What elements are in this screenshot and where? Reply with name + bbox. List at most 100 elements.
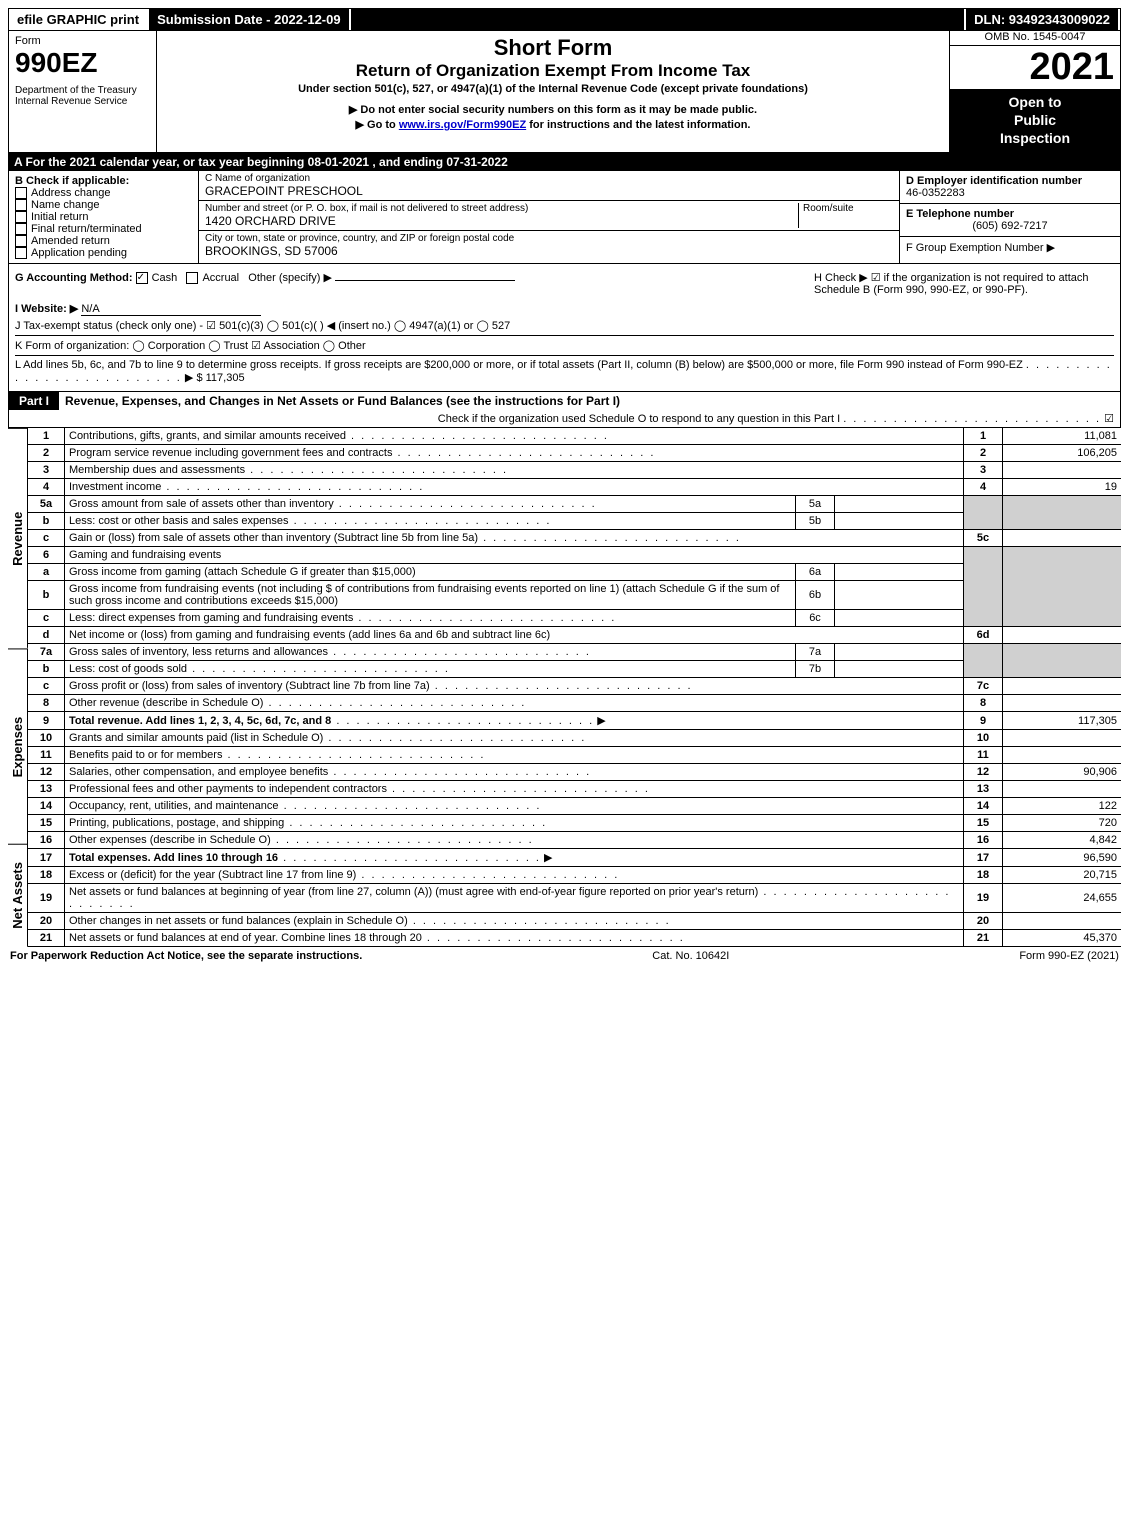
l20-desc: Other changes in net assets or fund bala… (69, 915, 408, 927)
line-18: 18 Excess or (deficit) for the year (Sub… (28, 867, 1121, 884)
check-cash[interactable] (136, 272, 148, 284)
part1-header-row: Part I Revenue, Expenses, and Changes in… (8, 392, 1121, 428)
line-6c: c Less: direct expenses from gaming and … (28, 610, 1121, 627)
line-4: 4 Investment income 4 19 (28, 479, 1121, 496)
l7c-desc: Gross profit or (loss) from sales of inv… (69, 680, 430, 692)
form-header: Form 990EZ Department of the Treasury In… (8, 31, 1121, 153)
line-16: 16 Other expenses (describe in Schedule … (28, 832, 1121, 849)
phone-value: (605) 692-7217 (906, 220, 1114, 232)
l18-amount: 20,715 (1003, 867, 1122, 884)
l2-amount: 106,205 (1003, 445, 1122, 462)
check-final-return[interactable] (15, 223, 27, 235)
check-initial-return[interactable] (15, 211, 27, 223)
check-application-pending[interactable] (15, 247, 27, 259)
l10-amount (1003, 730, 1122, 747)
line-8: 8 Other revenue (describe in Schedule O)… (28, 695, 1121, 712)
arrow-icon: ▶ (597, 715, 605, 727)
tax-year: 2021 (950, 46, 1120, 89)
opt-final-return: Final return/terminated (31, 223, 142, 235)
l7b-minival (835, 661, 964, 678)
line-21: 21 Net assets or fund balances at end of… (28, 930, 1121, 947)
l20-amount (1003, 913, 1122, 930)
l5c-desc: Gain or (loss) from sale of assets other… (69, 532, 478, 544)
l1-desc: Contributions, gifts, grants, and simila… (69, 430, 346, 442)
l-amount: 117,305 (206, 372, 245, 384)
open-line2: Public (954, 111, 1116, 129)
f-label: F Group Exemption Number ▶ (906, 241, 1114, 254)
l11-amount (1003, 747, 1122, 764)
line-6d: d Net income or (loss) from gaming and f… (28, 627, 1121, 644)
instr-pre: ▶ Go to (356, 119, 399, 131)
form-id-block: Form 990EZ Department of the Treasury In… (9, 31, 157, 152)
check-amended-return[interactable] (15, 235, 27, 247)
opt-other: Other (specify) ▶ (248, 272, 332, 284)
line-17: 17 Total expenses. Add lines 10 through … (28, 849, 1121, 867)
irs-link[interactable]: www.irs.gov/Form990EZ (399, 119, 526, 131)
line-6a: a Gross income from gaming (attach Sched… (28, 564, 1121, 581)
check-accrual[interactable] (186, 272, 198, 284)
l16-amount: 4,842 (1003, 832, 1122, 849)
check-address-change[interactable] (15, 187, 27, 199)
submission-date: Submission Date - 2022-12-09 (147, 9, 351, 30)
opt-application-pending: Application pending (31, 247, 127, 259)
opt-cash: Cash (152, 272, 178, 284)
l8-desc: Other revenue (describe in Schedule O) (69, 697, 263, 709)
l5a-minival (835, 496, 964, 513)
line-13: 13 Professional fees and other payments … (28, 781, 1121, 798)
part1-check-instr: Check if the organization used Schedule … (438, 413, 840, 425)
l14-amount: 122 (1003, 798, 1122, 815)
l19-amount: 24,655 (1003, 884, 1122, 913)
l14-desc: Occupancy, rent, utilities, and maintena… (69, 800, 279, 812)
part1-tag: Part I (9, 392, 59, 410)
l13-amount (1003, 781, 1122, 798)
line-6: 6 Gaming and fundraising events (28, 547, 1121, 564)
line-20: 20 Other changes in net assets or fund b… (28, 913, 1121, 930)
line-7c: c Gross profit or (loss) from sales of i… (28, 678, 1121, 695)
l6b-minival (835, 581, 964, 610)
l21-desc: Net assets or fund balances at end of ye… (69, 932, 422, 944)
right-header-block: OMB No. 1545-0047 2021 Open to Public In… (950, 31, 1120, 152)
l6a-desc: Gross income from gaming (attach Schedul… (69, 566, 416, 578)
org-info-grid: B Check if applicable: Address change Na… (8, 171, 1121, 265)
main-title: Return of Organization Exempt From Incom… (163, 61, 943, 81)
l11-desc: Benefits paid to or for members (69, 749, 222, 761)
part1-checkbox[interactable]: ☑ (1104, 413, 1114, 425)
l17-desc: Total expenses. Add lines 10 through 16 (69, 852, 278, 864)
open-line3: Inspection (954, 129, 1116, 147)
section-l: L Add lines 5b, 6c, and 7b to line 9 to … (15, 355, 1114, 384)
l4-amount: 19 (1003, 479, 1122, 496)
l7a-desc: Gross sales of inventory, less returns a… (69, 646, 328, 658)
open-line1: Open to (954, 93, 1116, 111)
l17-amount: 96,590 (1003, 849, 1122, 867)
vertical-labels: Revenue Expenses Net Assets (8, 428, 28, 947)
l13-desc: Professional fees and other payments to … (69, 783, 387, 795)
dln-label: DLN: 93492343009022 (964, 9, 1120, 30)
section-k: K Form of organization: ◯ Corporation ◯ … (15, 335, 1114, 352)
arrow-icon: ▶ (544, 852, 552, 864)
financial-table: 1 Contributions, gifts, grants, and simi… (28, 428, 1121, 947)
line-14: 14 Occupancy, rent, utilities, and maint… (28, 798, 1121, 815)
section-i: I Website: ▶ N/A (15, 302, 1114, 316)
opt-amended-return: Amended return (31, 235, 110, 247)
e-label: E Telephone number (906, 208, 1114, 220)
line-5c: c Gain or (loss) from sale of assets oth… (28, 530, 1121, 547)
l4-desc: Investment income (69, 481, 161, 493)
vlabel-revenue: Revenue (8, 428, 28, 648)
title-block: Short Form Return of Organization Exempt… (157, 31, 950, 152)
line-1: 1 Contributions, gifts, grants, and simi… (28, 428, 1121, 445)
efile-print-label[interactable]: efile GRAPHIC print (9, 9, 147, 30)
subtitle: Under section 501(c), 527, or 4947(a)(1)… (163, 83, 943, 95)
g-label: G Accounting Method: (15, 272, 136, 284)
instr-ssn: ▶ Do not enter social security numbers o… (163, 103, 943, 116)
line-12: 12 Salaries, other compensation, and emp… (28, 764, 1121, 781)
instr-post: for instructions and the latest informat… (529, 119, 750, 131)
l10-desc: Grants and similar amounts paid (list in… (69, 732, 323, 744)
l1-amount: 11,081 (1003, 428, 1122, 445)
l19-desc: Net assets or fund balances at beginning… (69, 886, 758, 898)
ein-value: 46-0352283 (906, 187, 1114, 199)
line-11: 11 Benefits paid to or for members 11 (28, 747, 1121, 764)
check-name-change[interactable] (15, 199, 27, 211)
form-number: 990EZ (15, 47, 150, 79)
other-specify-line[interactable] (335, 280, 515, 281)
city-label: City or town, state or province, country… (205, 233, 893, 244)
